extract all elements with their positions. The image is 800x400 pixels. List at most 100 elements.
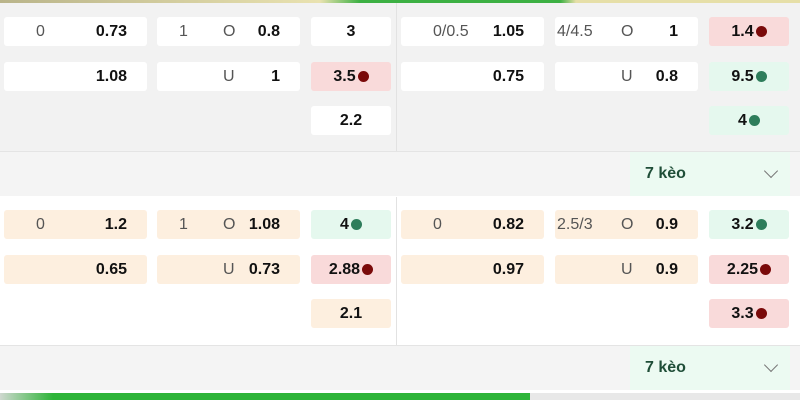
1x2-odds: 2.2: [311, 112, 391, 130]
more-bets-label: 7 kèo: [645, 165, 686, 182]
chevron-down-icon: [763, 357, 779, 373]
odds-value: 2.2: [339, 111, 363, 129]
1x2-odds: 3.3: [709, 305, 789, 323]
handicap-odds: 1.08: [95, 67, 127, 85]
ou-line: 4/4.5: [557, 22, 593, 40]
ou-odds: 0.73: [248, 260, 280, 278]
handicap-odds: 0.97: [492, 260, 524, 278]
more-bets-button[interactable]: 7 kèo: [630, 152, 790, 196]
handicap-odds: 0.73: [95, 22, 127, 40]
handicap-odds-cell[interactable]: 0 1.2: [4, 210, 147, 239]
over-under-odds-cell[interactable]: U 0.8: [555, 62, 698, 91]
ou-odds: 1.08: [248, 215, 280, 233]
divider: [396, 197, 397, 345]
ou-odds: 1: [271, 67, 280, 85]
handicap-odds-cell[interactable]: 0.97: [401, 255, 544, 284]
odds-down-dot-icon: [755, 25, 767, 37]
ou-side: U: [223, 67, 235, 85]
1x2-odds-cell[interactable]: 2.2: [311, 106, 391, 135]
ou-side: O: [621, 215, 634, 233]
1x2-odds-cell[interactable]: 4: [709, 106, 789, 135]
1x2-odds-cell[interactable]: 2.88: [311, 255, 391, 284]
odds-value: 3: [346, 22, 356, 40]
odds-value: 3.2: [731, 215, 754, 233]
handicap-odds: 1.2: [104, 215, 127, 233]
handicap-line: 0: [36, 22, 45, 40]
ou-side: U: [621, 67, 633, 85]
over-under-odds-cell[interactable]: 1 O 1.08: [157, 210, 300, 239]
1x2-odds: 4: [311, 216, 391, 234]
odds-up-dot-icon: [748, 114, 760, 126]
1x2-odds-cell[interactable]: 3.5: [311, 62, 391, 91]
next-match-image-strip: [0, 393, 530, 400]
ou-side: U: [621, 260, 633, 278]
odds-value: 3.3: [731, 304, 754, 322]
over-under-odds-cell[interactable]: 1 O 0.8: [157, 17, 300, 46]
1x2-odds: 9.5: [709, 68, 789, 86]
more-bets-label: 7 kèo: [645, 359, 686, 376]
1x2-odds-cell[interactable]: 2.25: [709, 255, 789, 284]
ou-side: O: [621, 22, 634, 40]
handicap-odds-cell[interactable]: 0 0.82: [401, 210, 544, 239]
1x2-odds: 2.88: [311, 261, 391, 279]
block-footer-2: 7 kèo: [0, 345, 800, 390]
odds-value: 4: [738, 111, 747, 129]
odds-up-dot-icon: [350, 218, 362, 230]
odds-down-dot-icon: [362, 263, 374, 275]
handicap-line: 0: [36, 215, 45, 233]
odds-down-dot-icon: [357, 70, 369, 82]
over-under-odds-cell[interactable]: U 0.9: [555, 255, 698, 284]
handicap-odds: 0.75: [492, 67, 524, 85]
1x2-odds: 2.25: [709, 261, 789, 279]
1x2-odds: 3.5: [311, 68, 391, 86]
1x2-odds: 3.2: [709, 216, 789, 234]
1x2-odds-cell[interactable]: 3.2: [709, 210, 789, 239]
odds-up-dot-icon: [755, 70, 767, 82]
ou-odds: 0.9: [655, 260, 678, 278]
1x2-odds: 4: [709, 112, 789, 130]
odds-value: 3.5: [333, 67, 356, 85]
odds-value: 2.25: [726, 260, 759, 278]
1x2-odds-cell[interactable]: 3.3: [709, 299, 789, 328]
1x2-odds-cell[interactable]: 4: [311, 210, 391, 239]
handicap-line: 0: [433, 215, 442, 233]
chevron-down-icon: [763, 163, 779, 179]
ou-side: O: [223, 215, 236, 233]
handicap-odds-cell[interactable]: 0 0.73: [4, 17, 147, 46]
handicap-odds: 0.65: [95, 260, 127, 278]
top-image-strip: [0, 0, 800, 3]
1x2-odds-cell[interactable]: 1.4: [709, 17, 789, 46]
odds-value: 9.5: [731, 67, 754, 85]
handicap-odds-cell[interactable]: 0.65: [4, 255, 147, 284]
odds-down-dot-icon: [755, 307, 767, 319]
handicap-odds-cell[interactable]: 0/0.5 1.05: [401, 17, 544, 46]
1x2-odds-cell[interactable]: 3: [311, 17, 391, 46]
handicap-odds-cell[interactable]: 1.08: [4, 62, 147, 91]
handicap-odds-cell[interactable]: 0.75: [401, 62, 544, 91]
ou-line: 1: [179, 22, 188, 40]
ou-odds: 0.8: [257, 22, 280, 40]
over-under-odds-cell[interactable]: 2.5/3 O 0.9: [555, 210, 698, 239]
odds-value: 4: [340, 215, 349, 233]
1x2-odds-cell[interactable]: 2.1: [311, 299, 391, 328]
divider: [396, 3, 397, 151]
odds-value: 2.88: [328, 260, 361, 278]
ou-odds: 0.8: [655, 67, 678, 85]
ou-odds: 0.9: [655, 215, 678, 233]
over-under-odds-cell[interactable]: U 0.73: [157, 255, 300, 284]
ou-line: 2.5/3: [557, 215, 593, 233]
odds-value: 2.1: [339, 304, 363, 322]
1x2-odds-cell[interactable]: 9.5: [709, 62, 789, 91]
ou-line: 1: [179, 215, 188, 233]
ou-side: O: [223, 22, 236, 40]
odds-up-dot-icon: [755, 218, 767, 230]
1x2-odds: 3: [311, 23, 391, 41]
over-under-odds-cell[interactable]: 4/4.5 O 1: [555, 17, 698, 46]
match-odds-block-1: 0 0.73 1.08 1 O 0.8 U 1 3 3.5 2.2 0/0.5 1.05 0.75 4/4.…: [0, 3, 800, 151]
1x2-odds: 1.4: [709, 23, 789, 41]
odds-value: 1.4: [731, 22, 754, 40]
1x2-odds: 2.1: [311, 305, 391, 323]
more-bets-button[interactable]: 7 kèo: [630, 346, 790, 390]
ou-side: U: [223, 260, 235, 278]
